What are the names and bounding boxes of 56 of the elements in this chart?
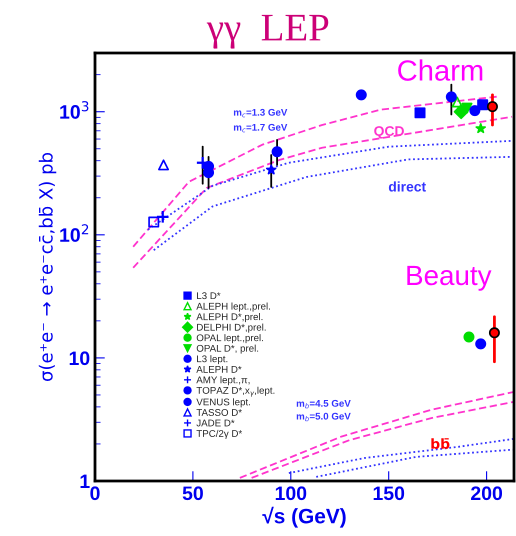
point xyxy=(446,91,457,102)
legend-label: OPAL D*, prel. xyxy=(196,344,258,354)
legend-label: TASSO D* xyxy=(196,409,242,416)
annotation: m$_{b}$=5.0 GeV xyxy=(296,412,351,422)
x-tick-label: 150 xyxy=(374,486,404,500)
line-series xyxy=(250,400,514,479)
annotation: direct xyxy=(388,181,426,192)
x-axis-title: √s (GeV) xyxy=(262,506,346,528)
x-tick-label: 200 xyxy=(471,486,502,500)
point xyxy=(414,107,426,118)
y-axis-title: σ(e⁺e⁻ → e⁺e⁻cc̄,bb̄ X) pb xyxy=(38,153,56,381)
point xyxy=(475,123,486,134)
legend-label: OPAL lept.,prel. xyxy=(196,334,263,344)
point xyxy=(156,210,170,224)
point xyxy=(272,146,283,158)
y-tick-label: 10$^{3}$ xyxy=(60,101,88,119)
legend-label: TOPAZ D*,x$_{γ}$,lept. xyxy=(196,386,274,397)
x-tick-label: 50 xyxy=(182,486,203,500)
point xyxy=(469,105,480,116)
legend-label: VENUS lept. xyxy=(196,398,250,408)
annotation: m$_{b}$=4.5 GeV xyxy=(296,400,351,408)
point xyxy=(486,101,498,112)
legend-label: ALEPH lept.,prel. xyxy=(196,302,270,312)
annotation: bb̄ xyxy=(431,438,450,449)
line-series xyxy=(288,438,514,474)
x-tick-label: 0 xyxy=(90,486,100,500)
legend-label: JADE D* xyxy=(196,420,235,426)
chart-title: γγ LEP xyxy=(206,14,328,49)
point xyxy=(488,327,500,338)
annotation: Charm xyxy=(398,59,482,81)
legend-label: L3 lept. xyxy=(197,355,228,364)
annotation: QCD xyxy=(374,126,404,139)
legend-label: DELPHI D*,prel. xyxy=(197,324,266,333)
point xyxy=(158,159,170,170)
legend-label: TPC/2γ D* xyxy=(196,430,242,439)
legend-label: L3 D* xyxy=(197,292,220,300)
legend-label: AMY lept.,π, xyxy=(196,376,250,386)
point xyxy=(452,96,463,108)
y-tick-label: 1 xyxy=(80,474,90,488)
annotation: Beauty xyxy=(407,266,492,291)
y-tick-label: 10$^{2}$ xyxy=(60,224,88,242)
point xyxy=(266,164,276,174)
point xyxy=(475,338,486,350)
annotation: m$_{c}$=1.7 GeV xyxy=(234,124,288,132)
legend-label: ALEPH D* xyxy=(196,366,242,373)
legend-label: ALEPH D*,prel. xyxy=(196,313,262,322)
point xyxy=(477,99,488,110)
point xyxy=(463,331,474,342)
x-tick-label: 100 xyxy=(276,486,306,500)
point xyxy=(148,216,160,228)
line-series xyxy=(132,96,500,248)
point xyxy=(462,102,473,114)
line-series xyxy=(146,140,513,231)
annotation: m$_{c}$=1.3 GeV xyxy=(234,108,288,118)
y-tick-label: 10 xyxy=(70,351,90,366)
point xyxy=(356,89,367,100)
